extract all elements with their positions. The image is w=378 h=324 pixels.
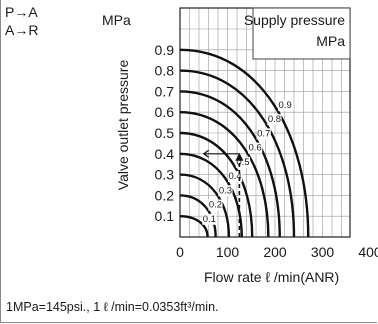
legend-title: Supply pressure — [244, 12, 345, 28]
series-label-bg — [267, 114, 282, 126]
series-label-0.2: 0.2 — [209, 200, 222, 211]
series-label-0.1: 0.1 — [203, 214, 216, 225]
series-label-0.9: 0.9 — [279, 100, 292, 111]
series-curve-0.6 — [179, 111, 270, 238]
series-label-0.4: 0.4 — [228, 171, 241, 182]
series-curve-0.9 — [179, 48, 310, 238]
y-tick-label: 0.8 — [155, 63, 175, 79]
operating-point-arrowhead — [235, 152, 244, 161]
series-curve-0.1 — [179, 215, 209, 238]
operating-point-arrow — [202, 149, 240, 158]
series-label-bg — [235, 156, 251, 168]
x-tick-labels: 0 100 200 300 400 — [176, 244, 378, 260]
x-tick-label: 300 — [311, 244, 335, 260]
port-label-p-to-a: P→A — [5, 4, 38, 20]
flow-chart: Supply pressure MPa 0.10.20.30.40.50.60.… — [102, 7, 378, 285]
series-curve-0.8 — [179, 69, 296, 238]
x-tick-label: 200 — [263, 244, 287, 260]
y-tick-label: 0.7 — [155, 83, 175, 99]
series-curve-0.2 — [179, 194, 217, 238]
y-axis-unit: MPa — [102, 12, 131, 28]
series-label-0.6: 0.6 — [249, 143, 262, 154]
series-labels: 0.1 0.2 0.3 0.4 0.50.6 0.7 0.8 0.9 — [202, 99, 293, 225]
y-axis-title: Valve outlet pressure — [115, 60, 131, 191]
legend-unit: MPa — [316, 33, 345, 49]
legend-box — [252, 7, 351, 60]
x-tick-label: 400 — [358, 244, 378, 260]
y-tick-labels: 0.1 0.2 0.3 0.4 0.5 0.6 0.7 0.8 0.9 — [155, 42, 175, 224]
y-tick-label: 0.6 — [155, 104, 175, 120]
series-label-0.3: 0.3 — [219, 185, 232, 196]
series-label-bg — [208, 199, 223, 211]
series-label-bg — [227, 171, 243, 183]
series-curve-0.7 — [179, 90, 281, 238]
y-tick-label: 0.5 — [155, 125, 175, 141]
x-tick-label: 100 — [216, 244, 240, 260]
y-tick-label: 0.1 — [155, 208, 175, 224]
y-tick-label: 0.4 — [155, 146, 175, 162]
unit-conversion-note: 1MPa=145psi., 1 ℓ /min=0.0353ft³/min. — [6, 300, 219, 314]
y-tick-label: 0.9 — [155, 42, 175, 58]
series-label-bg — [256, 128, 271, 140]
y-tick-label: 0.3 — [155, 167, 175, 183]
port-label-a-to-r: A→R — [5, 22, 39, 38]
series-curve-0.5 — [179, 131, 254, 238]
series-label-0.5: 0.5 — [236, 157, 249, 168]
series-label-bg — [278, 99, 293, 111]
series-curve-0.4 — [179, 152, 243, 238]
series-label-bg — [218, 185, 233, 197]
x-axis-title: Flow rate ℓ /min(ANR) — [204, 269, 339, 285]
series-curve-0.3 — [179, 173, 231, 238]
series-label-0.7: 0.7 — [257, 128, 270, 139]
series-label-0.8: 0.8 — [268, 114, 281, 125]
series-label-bg — [202, 213, 217, 225]
x-tick-label: 0 — [176, 244, 184, 260]
y-tick-label: 0.2 — [155, 187, 175, 203]
series-curves — [179, 48, 310, 238]
series-label-bg — [248, 142, 263, 154]
